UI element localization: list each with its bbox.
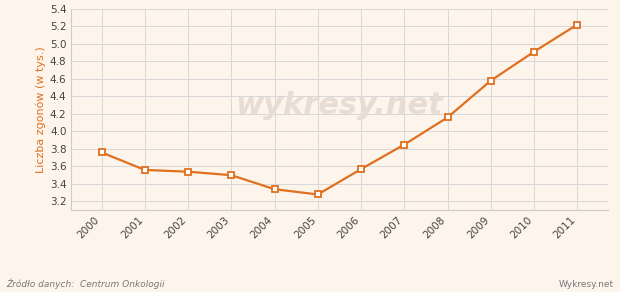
Text: wykresy.net: wykresy.net — [236, 91, 443, 120]
Text: Wykresy.net: Wykresy.net — [559, 280, 614, 289]
Y-axis label: Liczba zgonów (w tys.): Liczba zgonów (w tys.) — [35, 46, 46, 173]
Text: Źródło danych:  Centrum Onkologii: Źródło danych: Centrum Onkologii — [6, 279, 165, 289]
